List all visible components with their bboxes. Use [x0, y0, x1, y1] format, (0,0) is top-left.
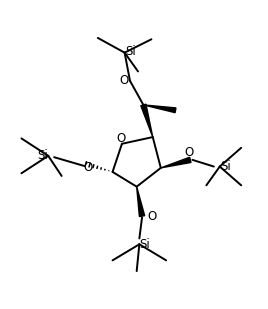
- Text: O: O: [147, 210, 157, 223]
- Polygon shape: [143, 105, 176, 113]
- Text: O: O: [116, 133, 125, 146]
- Polygon shape: [141, 104, 153, 137]
- Text: O: O: [120, 74, 129, 87]
- Polygon shape: [161, 157, 191, 168]
- Polygon shape: [137, 187, 145, 217]
- Text: Si: Si: [220, 160, 231, 173]
- Text: Si: Si: [125, 45, 136, 58]
- Text: Si: Si: [139, 238, 150, 251]
- Text: O: O: [84, 161, 93, 174]
- Text: Si: Si: [37, 149, 48, 162]
- Text: O: O: [184, 146, 193, 159]
